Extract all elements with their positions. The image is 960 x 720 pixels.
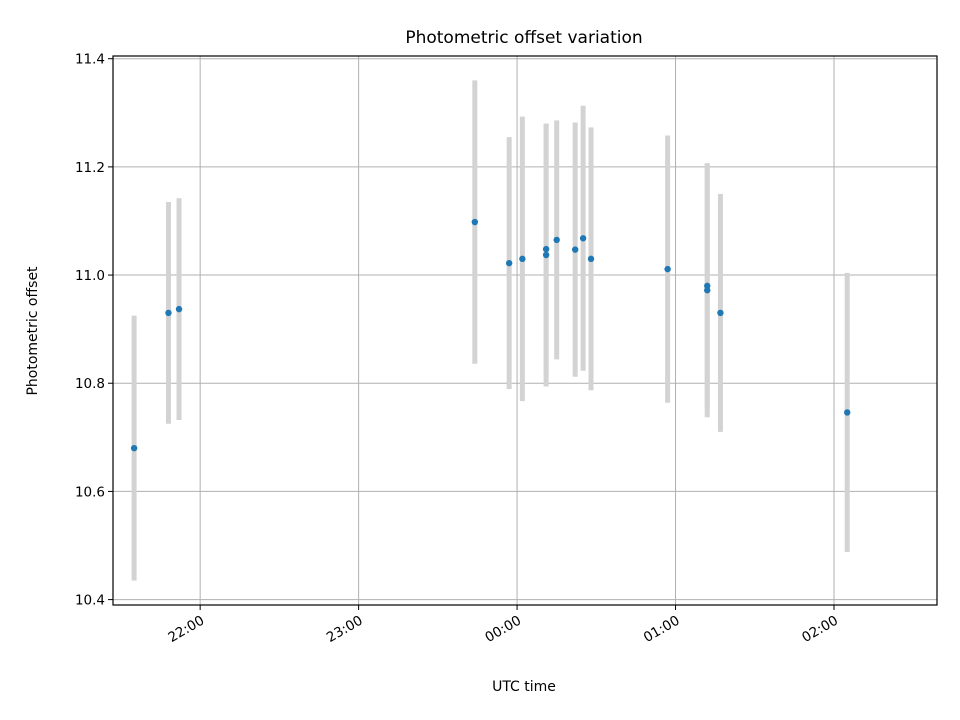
y-axis-title: Photometric offset (25, 266, 41, 396)
data-point (471, 218, 479, 226)
x-axis-ticks: 22:00 23:00 00:00 01:00 02:00 (165, 605, 841, 646)
data-point (587, 255, 595, 263)
data-point (519, 255, 526, 263)
error-bars (131, 80, 850, 581)
data-point (571, 246, 579, 253)
y-tick-label: 11.4 (75, 52, 105, 68)
x-tick-label: 02:00 (799, 613, 841, 646)
data-point (130, 444, 138, 452)
y-axis-ticks: 10.4 10.6 10.8 11.0 11.2 11.4 (75, 52, 113, 609)
data-point (175, 305, 183, 313)
data-point (717, 309, 724, 317)
plot-frame (112, 55, 938, 606)
data-point (664, 265, 671, 273)
data-point (165, 309, 172, 317)
data-point (542, 251, 550, 259)
grid (113, 56, 937, 605)
y-tick-label: 11.2 (75, 160, 105, 176)
x-tick-label: 01:00 (641, 613, 683, 646)
data-point (553, 236, 560, 244)
x-tick-label: 00:00 (482, 613, 524, 646)
y-tick-label: 10.6 (75, 484, 105, 500)
y-tick-label: 10.4 (75, 593, 105, 609)
data-point (844, 409, 851, 416)
x-tick-label: 23:00 (324, 613, 366, 646)
y-tick-label: 11.0 (75, 268, 105, 284)
data-point (579, 235, 587, 242)
data-points (130, 218, 851, 452)
data-point (704, 287, 711, 294)
chart-title: Photometric offset variation (405, 28, 642, 48)
x-axis-title: UTC time (492, 679, 556, 695)
data-point (542, 245, 550, 253)
y-tick-label: 10.8 (75, 376, 105, 392)
data-point (505, 259, 513, 267)
x-tick-label: 22:00 (165, 613, 207, 646)
